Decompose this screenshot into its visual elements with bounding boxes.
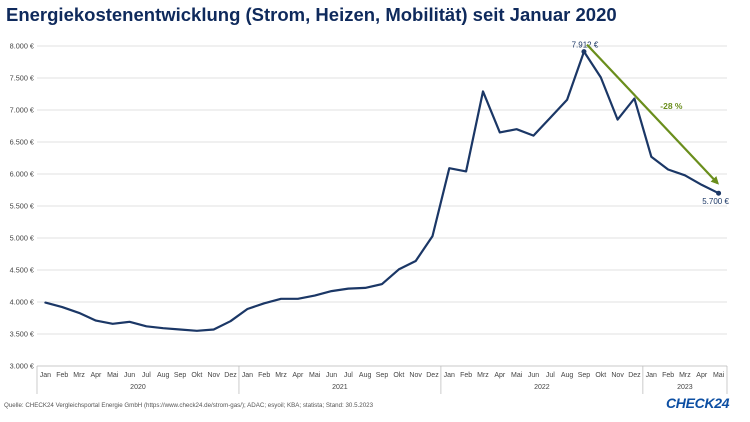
y-tick-label: 6.500 € [10, 138, 34, 147]
x-tick-label: Jan [646, 372, 657, 379]
trend-arrow [586, 43, 719, 185]
year-label: 2022 [534, 384, 550, 391]
x-tick-label: Apr [494, 372, 506, 379]
y-tick-label: 7.000 € [10, 106, 34, 115]
x-tick-label: Aug [359, 372, 372, 379]
x-tick-label: Jul [344, 372, 353, 379]
trend-percent-label: -28 % [660, 101, 683, 111]
x-tick-label: Jun [124, 372, 135, 379]
x-tick-label: Okt [595, 372, 606, 379]
x-tick-label: Jan [444, 372, 455, 379]
x-tick-label: Mrz [275, 372, 287, 379]
x-tick-label: Aug [157, 372, 170, 379]
x-tick-label: Jun [528, 372, 539, 379]
y-tick-label: 4.000 € [10, 298, 34, 307]
x-tick-label: Sep [376, 372, 389, 379]
y-tick-label: 5.500 € [10, 202, 34, 211]
x-tick-label: Okt [191, 372, 202, 379]
x-tick-label: Dez [224, 372, 237, 379]
chart-title: Energiekostenentwicklung (Strom, Heizen,… [6, 4, 617, 25]
x-tick-label: Mai [713, 372, 725, 379]
x-tick-label: Mai [309, 372, 321, 379]
x-tick-label: Mrz [477, 372, 489, 379]
y-tick-label: 3.000 € [10, 362, 34, 371]
x-tick-label: Mrz [679, 372, 691, 379]
annotations: 7.912 € 5.700 € -28 % [572, 41, 730, 207]
x-tick-label: Jan [242, 372, 253, 379]
x-tick-label: Nov [409, 372, 422, 379]
x-tick-label: Feb [56, 372, 68, 379]
x-tick-label: Sep [174, 372, 187, 379]
year-label: 2023 [677, 384, 693, 391]
y-tick-label: 8.000 € [10, 42, 34, 51]
y-tick-label: 3.500 € [10, 330, 34, 339]
x-tick-label: Sep [578, 372, 591, 379]
x-tick-label: Okt [393, 372, 404, 379]
x-tick-label: Feb [662, 372, 674, 379]
x-tick-label: Nov [611, 372, 624, 379]
x-tick-label: Feb [258, 372, 270, 379]
x-tick-label: Aug [561, 372, 574, 379]
x-tick-label: Apr [696, 372, 708, 379]
source-note: Quelle: CHECK24 Vergleichsportal Energie… [4, 402, 374, 409]
x-tick-label: Dez [628, 372, 641, 379]
x-tick-label: Jun [326, 372, 337, 379]
y-tick-label: 4.500 € [10, 266, 34, 275]
x-tick-label: Jul [546, 372, 555, 379]
x-tick-label: Dez [426, 372, 439, 379]
peak-value-label: 7.912 € [572, 41, 599, 50]
x-tick-label: Apr [90, 372, 102, 379]
series-line [44, 50, 720, 332]
x-tick-label: Nov [207, 372, 220, 379]
end-marker [716, 190, 722, 196]
x-axis: Jan Feb Mrz Apr Mai Jun Jul Aug Sep Okt Nov Dez Jan F… [36, 365, 728, 394]
end-value-label: 5.700 € [702, 197, 729, 206]
y-axis: 3.000 € 3.500 € 4.000 € 4.500 € 5.000 € 5.500… [10, 42, 34, 371]
year-label: 2021 [332, 384, 348, 391]
x-tick-label: Feb [460, 372, 472, 379]
check24-logo: CHECK24 [666, 395, 730, 411]
year-label: 2020 [130, 384, 146, 391]
x-tick-label: Mai [107, 372, 119, 379]
gridlines [37, 45, 727, 367]
x-tick-label: Jan [40, 372, 51, 379]
x-tick-label: Apr [292, 372, 304, 379]
x-tick-label: Mrz [73, 372, 85, 379]
peak-marker [581, 49, 587, 55]
y-tick-label: 6.000 € [10, 170, 34, 179]
x-tick-label: Mai [511, 372, 523, 379]
y-tick-label: 7.500 € [10, 74, 34, 83]
y-tick-label: 5.000 € [10, 234, 34, 243]
x-tick-label: Jul [142, 372, 151, 379]
series-layer [44, 50, 720, 332]
